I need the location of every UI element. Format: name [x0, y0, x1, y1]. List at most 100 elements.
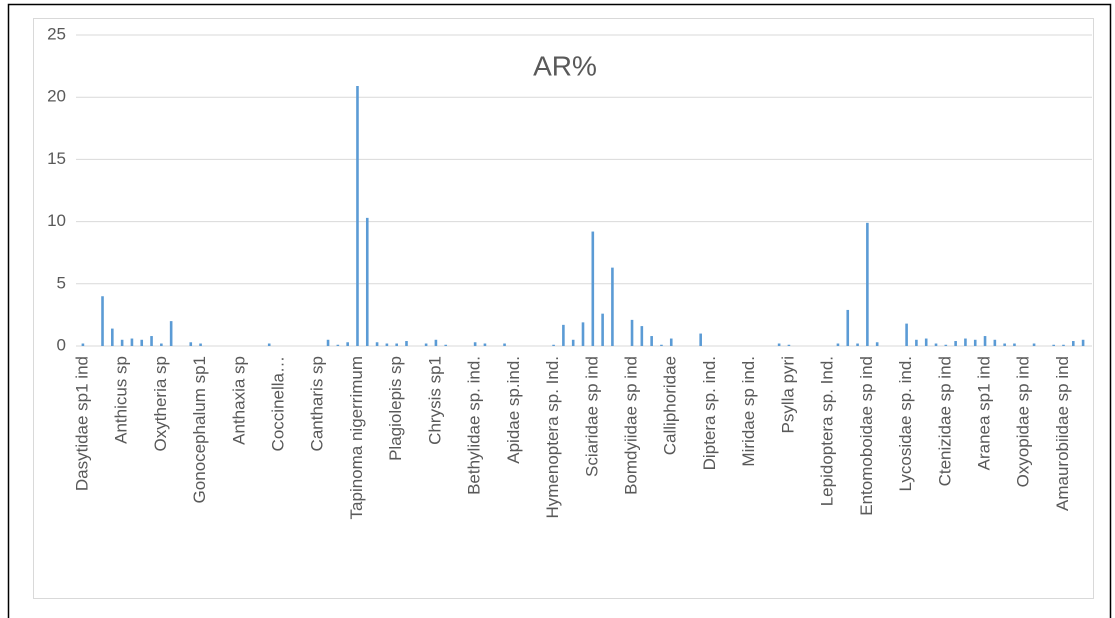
bar [385, 343, 389, 346]
bar [356, 86, 359, 346]
bar [581, 322, 585, 346]
bar [1032, 343, 1036, 346]
bar [1071, 341, 1075, 346]
x-tick-label: Miridae sp ind. [739, 356, 758, 467]
bar [326, 339, 330, 346]
bar [944, 344, 948, 346]
outer-frame [7, 3, 1112, 618]
bar [611, 267, 614, 346]
bar [934, 343, 938, 346]
bar [669, 338, 673, 346]
bar [787, 344, 791, 346]
x-tick-label: Plagiolepis sp [386, 356, 405, 461]
bar [866, 222, 869, 346]
bar [1003, 343, 1006, 346]
bar [120, 339, 124, 346]
bar [915, 339, 918, 346]
bar [1081, 339, 1085, 346]
bar [1062, 344, 1065, 346]
bar [983, 336, 987, 346]
bar [434, 339, 438, 346]
x-tick-label: Bomdyiidae sp ind [622, 356, 641, 495]
bar [483, 343, 487, 346]
x-tick-label: Sciaridae sp ind [582, 356, 601, 477]
y-tick-label: 0 [57, 335, 66, 354]
x-tick-label: Psylla pyri [778, 356, 797, 433]
x-tick-label: Aranea sp1 ind [975, 356, 994, 470]
y-tick-label: 5 [57, 273, 66, 292]
x-tick-label: Anthaxia sp [229, 356, 248, 445]
x-tick-label: Chrysis sp1 [425, 356, 444, 445]
bar [954, 341, 957, 346]
chart-frame [33, 18, 1094, 599]
y-tick-label: 20 [47, 87, 66, 106]
bar [630, 319, 634, 346]
bar [571, 339, 575, 346]
bar [924, 338, 928, 346]
x-tick-label: Apidae sp.ind. [504, 356, 523, 464]
x-tick-label: Entomoboidae sp ind [857, 356, 876, 516]
x-tick-label: Tapinoma nigerrimum [347, 356, 366, 519]
bar [444, 344, 448, 346]
bar [111, 328, 114, 346]
bar [101, 296, 104, 346]
bar [591, 231, 595, 346]
bar [375, 342, 379, 346]
bar [424, 343, 428, 346]
bar [169, 321, 173, 346]
bar [836, 343, 840, 346]
bar [405, 341, 408, 346]
bar [973, 339, 977, 346]
bar [601, 313, 604, 346]
bar [640, 326, 644, 346]
bar [552, 344, 555, 346]
bar [993, 339, 997, 346]
bar [346, 342, 349, 346]
chart-title: AR% [533, 50, 597, 81]
bar [650, 336, 653, 346]
x-tick-label: Coccinella… [269, 356, 288, 451]
bar [846, 309, 850, 346]
x-tick-label: Oxyopidae sp ind [1014, 356, 1033, 487]
x-tick-label: Dasytidae sp1 ind [72, 356, 91, 491]
y-tick-label: 10 [47, 211, 66, 230]
y-tick-label: 15 [47, 149, 66, 168]
x-tick-label: Amaurobiidae sp ind [1053, 356, 1072, 511]
x-tick-label: Oxytheria sp [151, 356, 170, 451]
bar [856, 343, 859, 346]
bar [130, 338, 134, 346]
x-tick-label: Ctenizidae sp ind [935, 356, 954, 486]
bar [189, 342, 193, 346]
bar [395, 343, 398, 346]
x-tick-label: Lycosidae sp. ind. [896, 356, 915, 491]
bar [473, 342, 477, 346]
bar [964, 338, 967, 346]
x-tick-label: Diptera sp. ind. [700, 356, 719, 470]
bar [365, 217, 369, 346]
bar [562, 324, 565, 346]
bar [1013, 343, 1016, 346]
bar [503, 343, 506, 346]
bar [267, 343, 271, 346]
bar [160, 343, 163, 346]
bar [336, 344, 340, 346]
bar [199, 343, 202, 346]
x-tick-label: Lepidoptera sp. Ind. [818, 356, 837, 506]
y-tick-label: 25 [47, 24, 66, 43]
bar [150, 336, 153, 346]
x-tick-label: Calliphoridae [661, 356, 680, 455]
x-tick-label: Hymenoptera sp. Ind. [543, 356, 562, 519]
bar [905, 323, 908, 346]
x-tick-label: Cantharis sp [308, 356, 327, 451]
x-tick-label: Bethylidae sp. ind. [465, 356, 484, 495]
x-tick-label: Anthicus sp [112, 356, 131, 444]
bar [660, 344, 663, 346]
x-tick-label: Gonocephalum sp1 [190, 356, 209, 503]
bar [777, 343, 781, 346]
bar [699, 333, 702, 346]
bar [1052, 344, 1055, 346]
bar [140, 339, 144, 346]
bar [81, 343, 85, 346]
bar [875, 342, 879, 346]
